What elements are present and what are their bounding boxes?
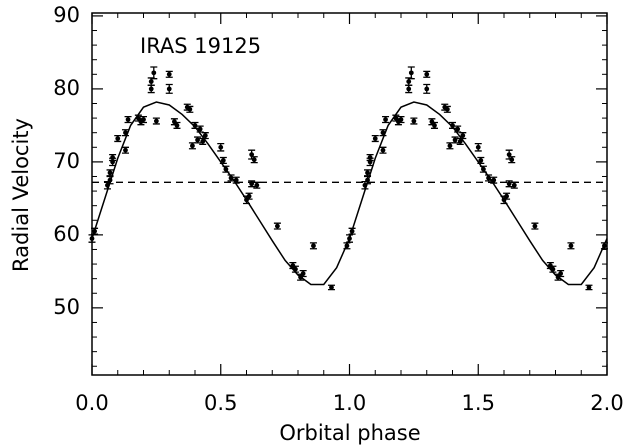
plot-frame bbox=[91, 12, 608, 376]
x-axis-title: Orbital phase bbox=[279, 421, 420, 445]
data-point bbox=[115, 136, 121, 141]
data-point bbox=[486, 175, 491, 181]
data-point bbox=[190, 143, 195, 149]
data-point bbox=[509, 157, 515, 163]
data-point bbox=[200, 139, 206, 144]
data-point bbox=[197, 126, 203, 132]
data-point bbox=[148, 86, 154, 92]
data-point bbox=[398, 117, 404, 122]
data-point bbox=[347, 236, 352, 241]
data-point bbox=[491, 177, 497, 183]
data-point bbox=[408, 70, 414, 76]
data-point bbox=[151, 70, 157, 76]
data-point bbox=[251, 157, 257, 163]
data-point bbox=[249, 152, 255, 157]
annotation: IRAS 19125 bbox=[140, 34, 261, 58]
fit-curve bbox=[91, 101, 608, 286]
y-tick-label: 70 bbox=[53, 149, 80, 173]
y-tick-label: 50 bbox=[53, 295, 80, 319]
data-point bbox=[344, 243, 350, 249]
data-point bbox=[311, 243, 316, 249]
x-tick-label: 1.5 bbox=[462, 391, 495, 415]
y-tick-label: 60 bbox=[53, 222, 80, 246]
data-point bbox=[550, 266, 556, 272]
data-point bbox=[457, 139, 463, 144]
y-tick-label: 80 bbox=[53, 76, 80, 100]
y-axis-title: Radial Velocity bbox=[9, 118, 33, 272]
data-point bbox=[532, 223, 538, 229]
data-point bbox=[249, 181, 255, 187]
data-point bbox=[478, 158, 484, 163]
data-point bbox=[166, 71, 172, 77]
data-point bbox=[475, 144, 481, 150]
data-point bbox=[380, 147, 386, 153]
data-point bbox=[89, 236, 95, 241]
data-point bbox=[450, 122, 455, 128]
data-point bbox=[153, 118, 159, 124]
data-point bbox=[202, 133, 208, 139]
data-point bbox=[372, 136, 378, 141]
data-point bbox=[141, 117, 146, 122]
data-point bbox=[432, 122, 437, 128]
data-point bbox=[195, 137, 200, 143]
data-point bbox=[192, 122, 198, 128]
data-point bbox=[123, 147, 128, 153]
y-tick-label: 90 bbox=[53, 3, 80, 27]
data-point bbox=[558, 271, 564, 276]
data-point bbox=[148, 79, 154, 85]
data-point bbox=[452, 137, 458, 143]
data-point bbox=[125, 117, 131, 122]
data-point bbox=[511, 182, 517, 188]
data-point bbox=[444, 106, 450, 112]
data-point bbox=[586, 285, 592, 290]
data-point bbox=[367, 155, 373, 160]
data-point bbox=[275, 223, 280, 229]
data-point bbox=[293, 266, 298, 272]
data-point bbox=[218, 144, 224, 150]
data-point bbox=[166, 86, 172, 92]
data-point bbox=[455, 126, 461, 132]
data-point bbox=[107, 170, 113, 176]
data-point bbox=[365, 177, 370, 183]
data-point bbox=[406, 86, 412, 92]
data-point bbox=[602, 243, 607, 249]
data-point bbox=[246, 193, 252, 199]
data-point bbox=[329, 285, 334, 290]
x-tick-label: 1.0 bbox=[333, 391, 366, 415]
data-point bbox=[233, 177, 239, 183]
data-point bbox=[110, 155, 115, 160]
data-point bbox=[411, 118, 417, 124]
data-point bbox=[107, 177, 113, 183]
data-point bbox=[424, 71, 430, 77]
data-point bbox=[220, 158, 226, 163]
data-point bbox=[300, 271, 306, 276]
data-point bbox=[506, 152, 512, 157]
x-tick-label: 2.0 bbox=[590, 391, 623, 415]
data-point bbox=[481, 166, 486, 172]
data-point bbox=[228, 175, 234, 181]
data-point bbox=[254, 182, 260, 188]
data-point bbox=[406, 79, 412, 85]
data-point bbox=[504, 193, 509, 199]
data-point bbox=[506, 181, 512, 187]
x-tick-label: 0.0 bbox=[75, 391, 108, 415]
data-point bbox=[365, 170, 370, 176]
x-tick-label: 0.5 bbox=[204, 391, 237, 415]
data-point bbox=[349, 228, 355, 234]
data-point bbox=[460, 133, 466, 139]
data-point bbox=[174, 122, 180, 128]
data-point bbox=[380, 130, 386, 136]
data-point bbox=[223, 166, 229, 172]
data-point bbox=[187, 106, 193, 112]
data-point bbox=[447, 143, 453, 149]
data-point bbox=[383, 117, 388, 122]
data-point bbox=[568, 243, 574, 249]
data-point bbox=[123, 130, 128, 136]
data-point bbox=[424, 86, 430, 92]
data-point bbox=[92, 228, 97, 234]
